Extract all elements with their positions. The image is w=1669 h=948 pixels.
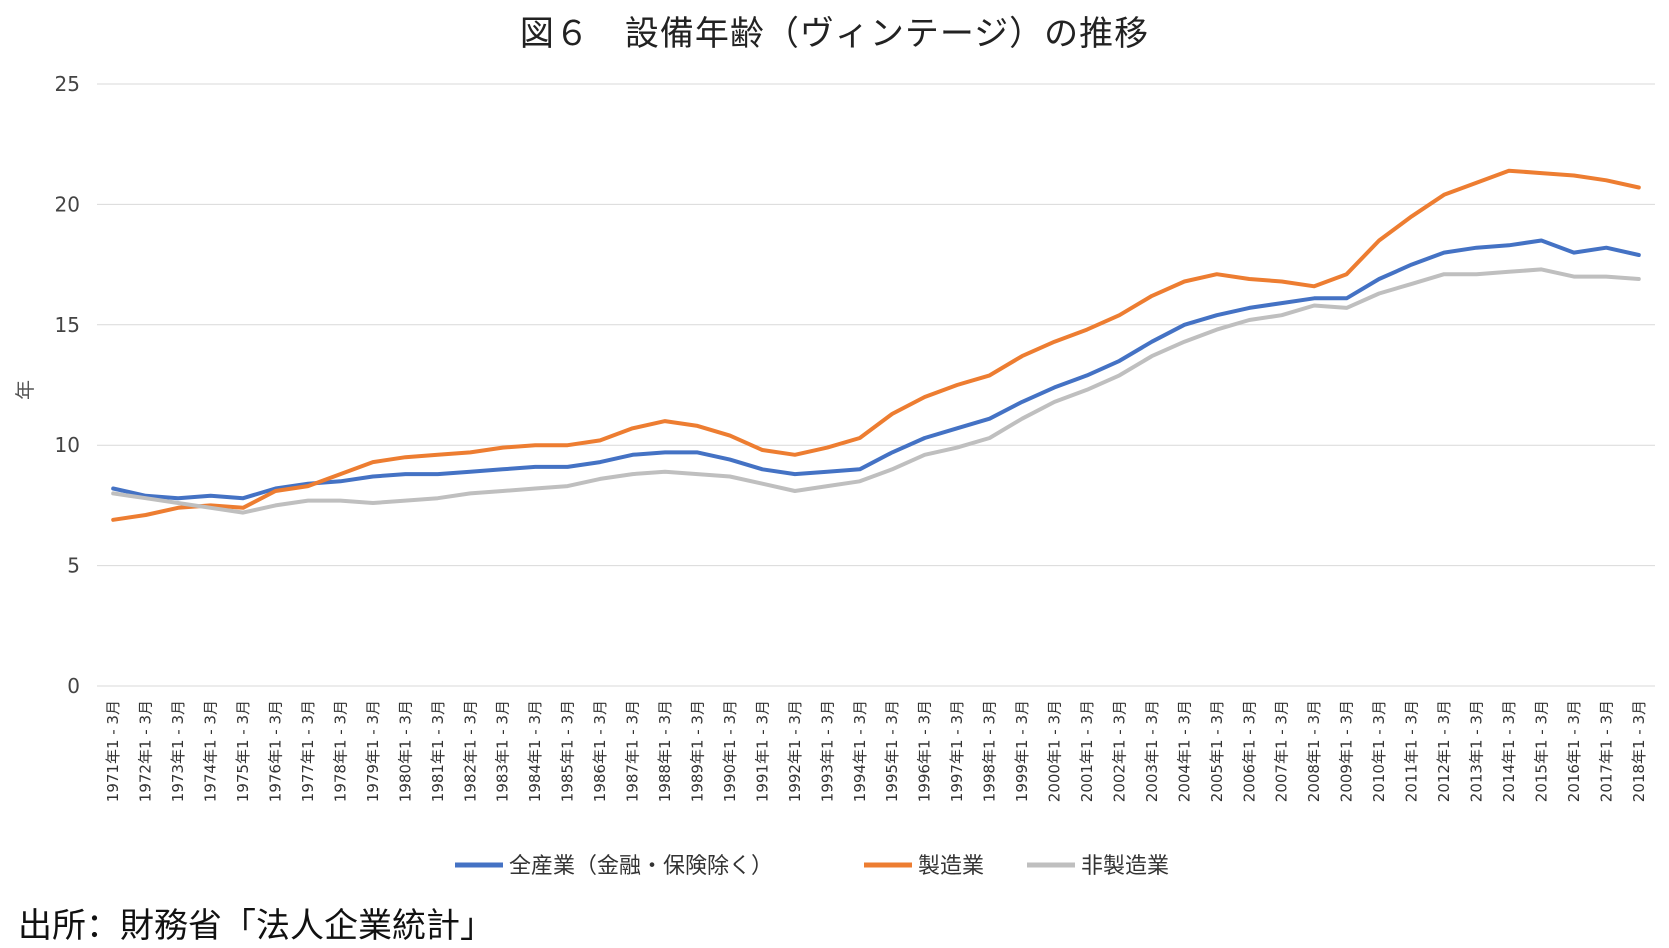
y-tick-label: 10	[55, 433, 80, 457]
x-tick-label: 1993年1 - 3月	[818, 700, 836, 802]
x-tick-label: 2017年1 - 3月	[1597, 700, 1615, 802]
series-line-3	[111, 267, 1641, 515]
x-tick-label: 1981年1 - 3月	[429, 700, 447, 802]
x-tick-label: 2009年1 - 3月	[1338, 700, 1356, 802]
x-tick-label: 1992年1 - 3月	[786, 700, 804, 802]
x-tick-label: 1974年1 - 3月	[202, 700, 220, 802]
x-tick-label: 1999年1 - 3月	[1013, 700, 1031, 802]
x-tick-label: 1988年1 - 3月	[656, 700, 674, 802]
x-tick-label: 1989年1 - 3月	[688, 700, 706, 802]
x-tick-label: 1982年1 - 3月	[461, 700, 479, 802]
x-tick-label: 2006年1 - 3月	[1240, 700, 1258, 802]
y-axis-ticks: 0 5 10 15 20 25	[55, 72, 80, 698]
x-tick-label: 1973年1 - 3月	[169, 700, 187, 802]
x-tick-label: 1987年1 - 3月	[624, 700, 642, 802]
chart-title: 図６ 設備年齢（ヴィンテージ）の推移	[519, 14, 1150, 54]
x-tick-label: 1995年1 - 3月	[883, 700, 901, 802]
x-axis-ticks: 1971年1 - 3月 1972年1 - 3月 1973年1 - 3月 1974年1 …	[104, 700, 1648, 802]
y-tick-label: 5	[67, 554, 80, 578]
legend-label: 全産業（金融・保険除く）	[509, 854, 773, 879]
x-tick-label: 1994年1 - 3月	[851, 700, 869, 802]
x-tick-label: 1996年1 - 3月	[916, 700, 934, 802]
x-tick-label: 2007年1 - 3月	[1273, 700, 1291, 802]
legend-label: 非製造業	[1081, 854, 1169, 879]
x-tick-label: 1997年1 - 3月	[948, 700, 966, 802]
x-tick-label: 1979年1 - 3月	[364, 700, 382, 802]
x-tick-label: 2014年1 - 3月	[1500, 700, 1518, 802]
series-line-1	[111, 238, 1641, 501]
legend: 全産業（金融・保険除く） 製造業 非製造業	[455, 854, 1169, 879]
x-tick-label: 2005年1 - 3月	[1208, 700, 1226, 802]
x-tick-label: 1991年1 - 3月	[753, 700, 771, 802]
y-tick-label: 15	[55, 313, 80, 337]
x-tick-label: 2018年1 - 3月	[1630, 700, 1648, 802]
x-tick-label: 1980年1 - 3月	[396, 700, 414, 802]
x-tick-label: 1983年1 - 3月	[494, 700, 512, 802]
x-tick-label: 1990年1 - 3月	[721, 700, 739, 802]
y-axis-label: 年	[13, 380, 37, 400]
x-tick-label: 1984年1 - 3月	[526, 700, 544, 802]
x-tick-label: 1976年1 - 3月	[267, 700, 285, 802]
y-tick-label: 0	[67, 674, 80, 698]
y-tick-label: 25	[55, 72, 80, 96]
line-chart: 0 5 10 15 20 25 年 1971年1 - 3月 1972年1 - 3月 1973年…	[13, 72, 1655, 879]
x-tick-label: 2012年1 - 3月	[1435, 700, 1453, 802]
x-tick-label: 2003年1 - 3月	[1143, 700, 1161, 802]
x-tick-label: 2004年1 - 3月	[1175, 700, 1193, 802]
x-tick-label: 2001年1 - 3月	[1078, 700, 1096, 802]
x-tick-label: 2008年1 - 3月	[1305, 700, 1323, 802]
gridlines	[97, 83, 1655, 687]
x-tick-label: 2000年1 - 3月	[1046, 700, 1064, 802]
x-tick-label: 2015年1 - 3月	[1532, 700, 1550, 802]
x-tick-label: 1972年1 - 3月	[137, 700, 155, 802]
x-tick-label: 1971年1 - 3月	[104, 700, 122, 802]
x-tick-label: 2010年1 - 3月	[1370, 700, 1388, 802]
x-tick-label: 2002年1 - 3月	[1110, 700, 1128, 802]
x-tick-label: 2016年1 - 3月	[1565, 700, 1583, 802]
x-tick-label: 1985年1 - 3月	[559, 700, 577, 802]
series-lines	[111, 168, 1641, 522]
x-tick-label: 1998年1 - 3月	[981, 700, 999, 802]
x-tick-label: 1986年1 - 3月	[591, 700, 609, 802]
x-tick-label: 1977年1 - 3月	[299, 700, 317, 802]
x-tick-label: 2011年1 - 3月	[1403, 700, 1421, 802]
x-tick-label: 1978年1 - 3月	[331, 700, 349, 802]
y-tick-label: 20	[55, 192, 80, 216]
x-tick-label: 2013年1 - 3月	[1467, 700, 1485, 802]
x-tick-label: 1975年1 - 3月	[234, 700, 252, 802]
legend-label: 製造業	[918, 854, 984, 879]
source-note: 出所：財務省「法人企業統計」	[18, 906, 494, 946]
series-line-2	[111, 168, 1641, 522]
